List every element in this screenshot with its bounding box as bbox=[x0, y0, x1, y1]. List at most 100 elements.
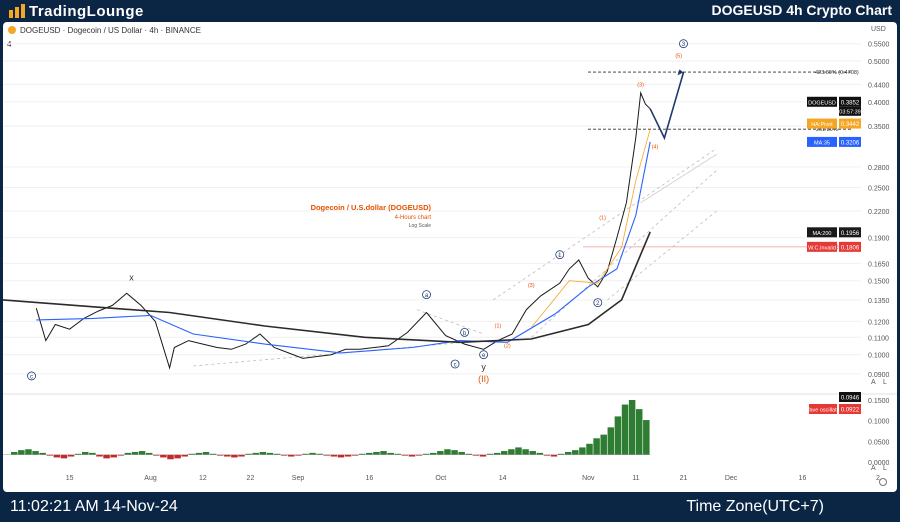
x-tick-label: 22 bbox=[247, 475, 255, 482]
price-value: 0.3442 bbox=[841, 122, 860, 128]
oscillator-bar bbox=[437, 451, 444, 455]
y-tick-label: 0.0900 bbox=[868, 372, 890, 379]
oscillator-y-tick: 0.1000 bbox=[868, 419, 890, 426]
oscillator-bar bbox=[103, 454, 110, 459]
oscillator-bar bbox=[124, 452, 132, 455]
oscillator-bar bbox=[444, 449, 451, 455]
oscillator-bar bbox=[643, 420, 650, 455]
fib-level-label: 423.60% (0.4708) bbox=[815, 70, 859, 76]
oscillator-bar bbox=[628, 400, 636, 455]
y-tick-label: 0.1900 bbox=[868, 236, 890, 243]
oscillator-bar bbox=[387, 452, 394, 455]
oscillator-bar bbox=[508, 449, 515, 455]
y-tick-label: 0.1350 bbox=[868, 298, 890, 305]
wave-circle-label: 1 bbox=[558, 253, 562, 259]
chart-panel[interactable]: DOGEUSD · Dogecoin / US Dollar · 4h · BI… bbox=[3, 22, 897, 492]
bottom-bar: 11:02:21 AM 14-Nov-24 Time Zone(UTC+7) bbox=[0, 492, 900, 522]
x-tick-label: 15 bbox=[66, 475, 74, 482]
price-label-name: MA:200 bbox=[813, 231, 832, 237]
timestamp: 11:02:21 AM 14-Nov-24 bbox=[10, 498, 178, 515]
y-tick-label: 0.5500 bbox=[868, 42, 890, 49]
oscillator-bar bbox=[515, 447, 522, 455]
wave-circle-marker bbox=[479, 350, 489, 360]
channel-line bbox=[640, 153, 718, 204]
wave-circle-marker bbox=[450, 359, 460, 369]
oscillator-bar bbox=[351, 454, 359, 456]
oscillator-bar bbox=[287, 454, 295, 457]
wave-circle-label: c bbox=[30, 374, 33, 380]
x-tick-label: 21 bbox=[680, 475, 688, 482]
oscillator-bar bbox=[138, 451, 146, 455]
oscillator-bar bbox=[167, 454, 174, 460]
oscillator-bar bbox=[216, 454, 224, 456]
price-label-name: W.C.Invalid bbox=[808, 245, 836, 251]
oscillator-bar bbox=[209, 453, 217, 455]
oscillator-value: 0.0922 bbox=[841, 408, 860, 414]
series-line-dogeusd bbox=[35, 90, 651, 370]
oscillator-bar bbox=[543, 454, 551, 456]
y-tick-label: 0.3500 bbox=[868, 124, 890, 131]
oscillator-name: Wave oscillator bbox=[804, 408, 841, 414]
y-tick-label: 0.5000 bbox=[868, 59, 890, 66]
y-tick-label: 0.4400 bbox=[868, 82, 890, 89]
annotation-note: Log Scale bbox=[409, 223, 431, 229]
projection-path bbox=[649, 72, 685, 141]
oscillator-bar bbox=[472, 454, 480, 456]
oscillator-bar bbox=[373, 451, 380, 455]
oscillator-bar bbox=[46, 454, 54, 456]
x-tick-label: Aug bbox=[144, 475, 157, 482]
price-value-tag bbox=[839, 96, 861, 107]
wave-circle-label: 2 bbox=[596, 301, 600, 307]
oscillator-bar bbox=[344, 454, 352, 457]
wave-circle-marker bbox=[593, 298, 603, 308]
oscillator-bar bbox=[430, 452, 437, 455]
oscillator-bar bbox=[231, 454, 238, 458]
log-scale-button: L bbox=[883, 379, 887, 386]
oscillator-bar bbox=[323, 454, 330, 456]
x-tick-label: 16 bbox=[799, 475, 807, 482]
wave-orange-label: (3) bbox=[637, 82, 644, 88]
oscillator-bar bbox=[486, 453, 494, 455]
channel-line bbox=[193, 340, 484, 367]
oscillator-bar bbox=[451, 450, 458, 455]
oscillator-bar bbox=[195, 452, 203, 455]
oscillator-bar bbox=[252, 452, 259, 455]
x-tick-label: 11 bbox=[632, 475, 639, 482]
x-tick-label: 12 bbox=[199, 475, 207, 482]
y-tick-label: 0.1500 bbox=[868, 279, 890, 286]
oscillator-bar bbox=[337, 454, 345, 458]
oscillator-bar bbox=[614, 416, 622, 455]
currency-label: USD bbox=[871, 26, 886, 33]
price-label-name: HA:Pivot bbox=[811, 122, 833, 128]
wave-orange-label: (1) bbox=[495, 324, 502, 330]
channel-line bbox=[492, 147, 718, 301]
oscillator-bar bbox=[67, 454, 75, 457]
oscillator-bar bbox=[635, 409, 643, 455]
oscillator-bar bbox=[586, 443, 593, 455]
price-label-tag bbox=[807, 96, 837, 107]
oscillator-bar bbox=[273, 453, 281, 455]
wave-label-x: x bbox=[129, 273, 134, 283]
oscillator-y-tick: 0.0000 bbox=[868, 460, 890, 467]
x-tick-label: 16 bbox=[366, 475, 374, 482]
annotation-title: Dogecoin / U.S.dollar (DOGEUSD) bbox=[311, 203, 432, 212]
x-tick-label: 2 bbox=[876, 475, 880, 482]
oscillator-bar bbox=[160, 454, 167, 458]
auto-scale-button: A bbox=[871, 379, 876, 386]
wave-circle-label: 3 bbox=[682, 42, 686, 48]
y-tick-label: 0.1200 bbox=[868, 319, 890, 326]
oscillator-bar bbox=[415, 454, 423, 456]
price-value-tag bbox=[839, 241, 861, 252]
oscillator-bar bbox=[479, 454, 487, 457]
price-chart[interactable]: DOGEUSD · Dogecoin / US Dollar · 4h · BI… bbox=[3, 22, 897, 492]
oscillator-bar bbox=[529, 451, 536, 455]
oscillator-bar bbox=[224, 454, 231, 457]
oscillator-bar bbox=[330, 454, 338, 457]
oscillator-bar bbox=[181, 454, 188, 457]
channel-line bbox=[607, 210, 718, 301]
oscillator-bar bbox=[536, 452, 544, 455]
oscillator-bar bbox=[145, 452, 153, 455]
price-label-name: MA:35 bbox=[814, 140, 830, 146]
oscillator-bar bbox=[259, 451, 267, 455]
wave-label-ii: (II) bbox=[478, 374, 489, 384]
